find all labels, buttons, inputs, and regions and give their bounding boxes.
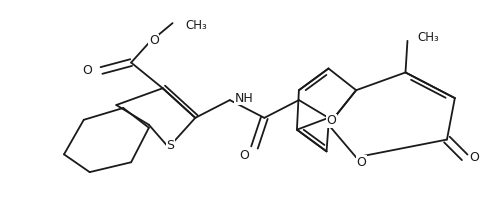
- Text: O: O: [356, 156, 366, 169]
- Text: NH: NH: [235, 92, 254, 105]
- Text: O: O: [326, 114, 336, 127]
- Text: CH₃: CH₃: [417, 31, 439, 44]
- Text: CH₃: CH₃: [186, 19, 207, 32]
- Text: O: O: [240, 149, 250, 162]
- Text: O: O: [82, 64, 92, 77]
- Text: O: O: [469, 151, 480, 164]
- Text: S: S: [167, 139, 174, 152]
- Text: O: O: [149, 34, 159, 47]
